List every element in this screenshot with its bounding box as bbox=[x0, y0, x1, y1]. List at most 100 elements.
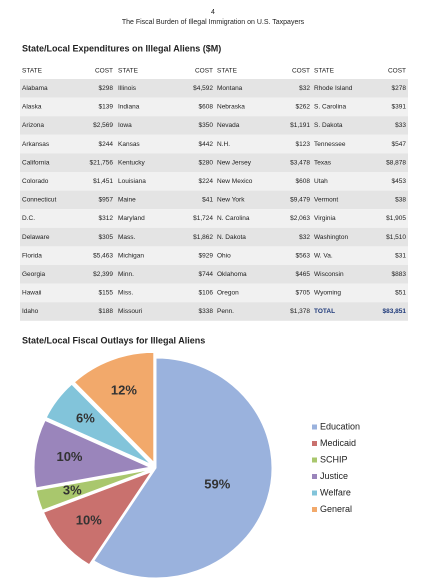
slice-label: 10% bbox=[56, 449, 82, 464]
table-cell: $51 bbox=[395, 290, 406, 297]
pie-slice bbox=[45, 383, 152, 465]
column-header: COST bbox=[388, 68, 406, 75]
table-cell: Florida bbox=[22, 252, 42, 259]
slice-label: 3% bbox=[63, 483, 82, 498]
table-cell: Oklahoma bbox=[217, 271, 247, 278]
legend-label: Education bbox=[320, 421, 360, 431]
table-cell: $312 bbox=[99, 215, 114, 222]
table-row-bg bbox=[20, 172, 408, 191]
table-cell: $2,569 bbox=[93, 122, 113, 129]
table-cell: Oregon bbox=[217, 290, 239, 297]
table-cell: New York bbox=[217, 197, 245, 204]
table-row-bg bbox=[20, 190, 408, 210]
table-cell: $278 bbox=[392, 85, 407, 92]
table-cell: Michigan bbox=[118, 252, 144, 259]
table-cell: N. Carolina bbox=[217, 215, 250, 222]
table-cell: Rhode Island bbox=[314, 85, 353, 92]
table-cell: Illinois bbox=[118, 85, 137, 92]
table-cell: Miss. bbox=[118, 290, 133, 297]
legend-swatch bbox=[312, 490, 317, 496]
table-cell: D.C. bbox=[22, 215, 35, 222]
table-cell: $9,479 bbox=[290, 197, 310, 204]
table-row-bg bbox=[20, 116, 408, 135]
table-cell: N. Dakota bbox=[217, 234, 246, 241]
table-cell: Idaho bbox=[22, 308, 39, 315]
pie-slice bbox=[42, 470, 153, 566]
table-cell: Connecticut bbox=[22, 197, 57, 204]
legend-label: SCHIP bbox=[320, 454, 348, 464]
table-cell: $883 bbox=[392, 271, 407, 278]
column-header: COST bbox=[292, 68, 310, 75]
table-cell: $1,191 bbox=[290, 122, 310, 129]
legend-label: General bbox=[320, 504, 352, 514]
table-cell: Maryland bbox=[118, 215, 145, 222]
table-cell: $106 bbox=[199, 290, 214, 297]
pie-slice bbox=[93, 357, 273, 579]
table-cell: Texas bbox=[314, 159, 332, 166]
legend-swatch bbox=[312, 457, 317, 463]
slice-label: 12% bbox=[111, 382, 137, 397]
table-cell: $744 bbox=[199, 271, 214, 278]
table-cell: $705 bbox=[296, 290, 311, 297]
legend-swatch bbox=[312, 441, 317, 446]
legend-swatch bbox=[312, 474, 317, 479]
legend-label: Welfare bbox=[320, 487, 351, 497]
table-cell: W. Va. bbox=[314, 252, 333, 259]
table-cell: $1,724 bbox=[193, 215, 213, 222]
table-cell: $224 bbox=[199, 178, 214, 185]
table-cell: Indiana bbox=[118, 104, 140, 111]
table-cell: $21,756 bbox=[90, 159, 114, 166]
table-cell: Wyoming bbox=[314, 290, 341, 297]
table-cell: $1,510 bbox=[386, 234, 406, 241]
slice-label: 6% bbox=[76, 411, 95, 426]
table-cell: $33 bbox=[395, 122, 406, 129]
table-cell: Colorado bbox=[22, 178, 49, 185]
table-row-bg bbox=[20, 302, 408, 321]
table-cell: Alabama bbox=[22, 85, 48, 92]
table-row-bg bbox=[20, 283, 408, 303]
table-cell: Kentucky bbox=[118, 159, 145, 166]
table-cell: S. Carolina bbox=[314, 104, 347, 111]
table-cell: Delaware bbox=[22, 234, 50, 241]
table-cell: Arizona bbox=[22, 122, 44, 129]
table-cell: $5,463 bbox=[93, 252, 113, 259]
slice-label: 59% bbox=[204, 476, 230, 491]
table-cell: Georgia bbox=[22, 271, 46, 278]
table-cell: $280 bbox=[199, 159, 214, 166]
table-cell: $298 bbox=[99, 85, 114, 92]
table-cell: New Mexico bbox=[217, 178, 253, 185]
table-row-bg bbox=[20, 97, 408, 117]
pie-slice bbox=[35, 469, 151, 511]
table-cell: Ohio bbox=[217, 252, 231, 259]
table-row-bg bbox=[20, 134, 408, 154]
table-cell: $244 bbox=[99, 141, 114, 148]
pie-slice bbox=[73, 351, 155, 464]
table-cell: $2,399 bbox=[93, 271, 113, 278]
table-cell: $1,905 bbox=[386, 215, 406, 222]
table-cell: $350 bbox=[199, 122, 214, 129]
table-cell: Wisconsin bbox=[314, 271, 344, 278]
page-number: 4 bbox=[211, 9, 215, 16]
table-cell: Iowa bbox=[118, 122, 132, 129]
table-cell: N.H. bbox=[217, 141, 230, 148]
table-cell: $547 bbox=[392, 141, 407, 148]
table-cell: $38 bbox=[395, 197, 406, 204]
table-cell: $188 bbox=[99, 308, 114, 315]
table-cell: $453 bbox=[392, 178, 407, 185]
table-cell: Louisiana bbox=[118, 178, 146, 185]
table-cell: $929 bbox=[199, 252, 214, 259]
table-cell: $608 bbox=[296, 178, 311, 185]
column-header: STATE bbox=[118, 68, 139, 75]
table-cell: $32 bbox=[299, 234, 310, 241]
table-cell: $1,862 bbox=[193, 234, 213, 241]
table-cell: Hawaii bbox=[22, 290, 42, 297]
table-cell: $1,378 bbox=[290, 308, 310, 315]
table-cell: $3,478 bbox=[290, 159, 310, 166]
table-cell: $8,878 bbox=[386, 159, 406, 166]
table-cell: Mass. bbox=[118, 234, 136, 241]
table-cell: $391 bbox=[392, 104, 407, 111]
table-cell: Utah bbox=[314, 178, 328, 185]
table-cell: Maine bbox=[118, 197, 136, 204]
legend-swatch bbox=[312, 424, 317, 430]
table-cell: $957 bbox=[99, 197, 114, 204]
